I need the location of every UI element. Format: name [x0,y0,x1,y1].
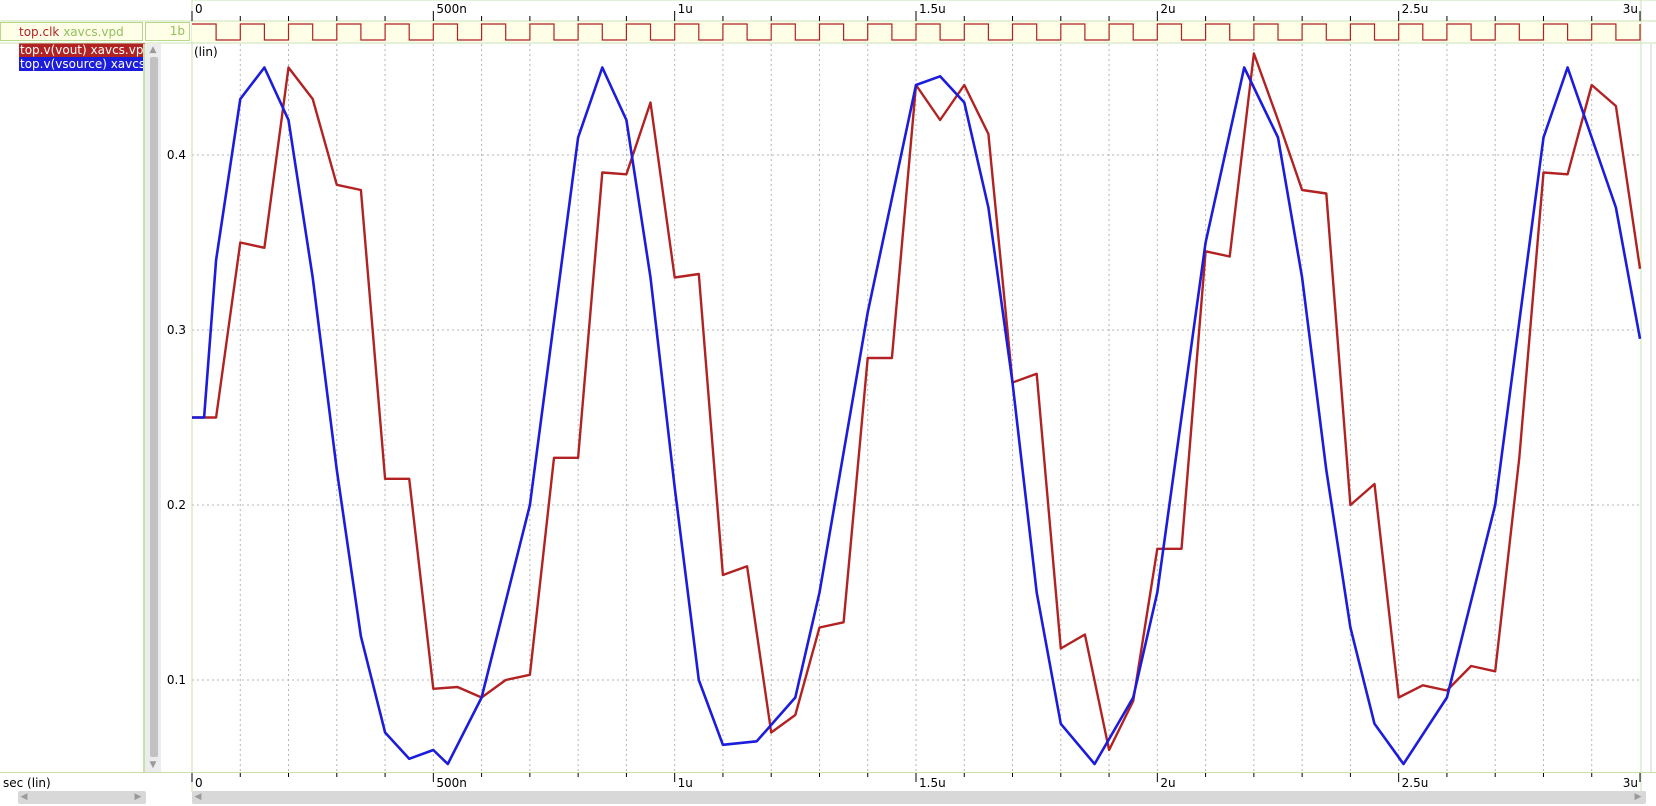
x-top-label: 3u [1623,2,1638,16]
scroll-left-icon[interactable]: ◀ [20,792,28,802]
x-top-label: 500n [436,2,467,16]
x-top-label: 1.5u [919,2,946,16]
y-scale-label: (lin) [194,45,218,59]
x-bottom-label: 1.5u [919,776,946,790]
x-bottom-label: 2.5u [1402,776,1429,790]
bottom-separator [0,772,1656,773]
scroll-down-icon[interactable]: ▼ [149,760,157,770]
clock-signal-name: top.clk [19,25,60,39]
clock-signal-label[interactable]: top.clk xavcs.vpd [19,25,124,40]
axis-layer: 0 500n 1u 1.5u 2u 2.5u 3u 0 500n 1u 1.5u 2u 2.5u 3u 0.… [167,2,1641,790]
x-top-label: 2.5u [1402,2,1429,16]
vertical-scrollbar-thumb[interactable] [150,57,158,757]
time-scroll-left-icon[interactable]: ◀ [194,792,202,802]
scroll-up-icon[interactable]: ▲ [149,45,157,55]
clock-trace [192,23,1641,41]
y-tick-label: 0.3 [167,323,186,337]
time-hscrollbar[interactable] [192,791,1646,804]
clock-signal-row[interactable] [0,22,143,41]
signal-item-vout[interactable]: top.v(vout) xavcs.vp [19,43,145,57]
x-bottom-label: 1u [678,776,693,790]
x-bottom-label: 3u [1623,776,1638,790]
x-bottom-label: 2u [1160,776,1175,790]
clock-signal-source: xavcs.vpd [63,25,124,39]
x-axis-label: sec (lin) [3,776,51,790]
signal-list-panel [0,0,145,772]
signal-item-vsource[interactable]: top.v(vsource) xavcs [19,57,145,71]
time-scroll-right-icon[interactable]: ▶ [1634,792,1642,802]
signal-panel-hscrollbar[interactable] [18,791,146,804]
x-bottom-label: 0 [195,776,203,790]
x-top-label: 2u [1160,2,1175,16]
series-vsource-line [192,66,1642,766]
x-top-label: 1u [678,2,693,16]
clock-signal-type: 1b [145,22,190,41]
y-tick-label: 0.1 [167,673,186,687]
x-bottom-label: 500n [436,776,467,790]
series-layer [192,52,1642,766]
y-tick-label: 0.2 [167,498,186,512]
grid [192,44,1640,771]
x-top-label: 0 [195,2,203,16]
clock-waveform [192,22,1641,42]
scroll-right-icon[interactable]: ▶ [134,792,142,802]
y-tick-label: 0.4 [167,148,186,162]
